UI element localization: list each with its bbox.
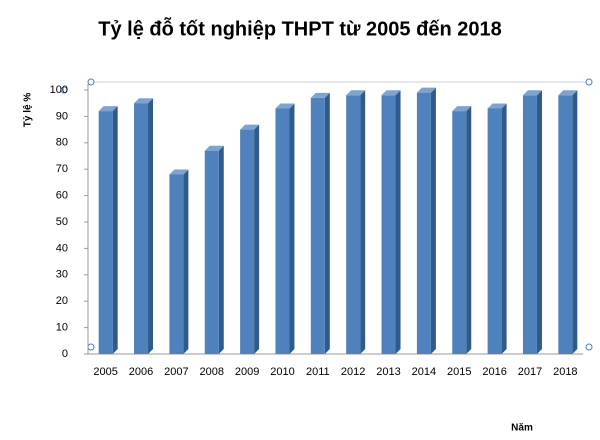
y-tick-label: 0 (62, 348, 68, 360)
x-axis-label: Năm (511, 423, 533, 434)
bar-side (360, 90, 366, 354)
bar-top (275, 103, 295, 109)
bar-side (289, 103, 295, 354)
bar (310, 97, 325, 355)
bar (522, 95, 537, 354)
bar-side (466, 106, 472, 355)
bar (558, 95, 573, 354)
x-tick-label: 2008 (200, 366, 224, 378)
bar-top (487, 103, 507, 109)
x-tick-label: 2016 (482, 366, 506, 378)
bar-top (452, 106, 472, 112)
bar (134, 103, 149, 354)
bar-top (346, 90, 366, 96)
bar (240, 129, 255, 354)
bar-side (218, 145, 224, 354)
bar-top (98, 106, 118, 112)
x-tick-label: 2012 (341, 366, 365, 378)
bar-side (501, 103, 507, 354)
bar-side (112, 106, 118, 355)
y-tick-label: 50 (56, 216, 68, 228)
x-tick-label: 2015 (447, 366, 471, 378)
bar (416, 92, 431, 354)
bar-top (240, 124, 260, 130)
x-tick-label: 2006 (129, 366, 153, 378)
bar (275, 108, 290, 354)
bar-top (134, 98, 154, 104)
bar (169, 174, 184, 354)
bar-side (395, 90, 401, 354)
bar-side (148, 98, 154, 354)
handle (585, 343, 593, 351)
x-tick-label: 2007 (164, 366, 188, 378)
bar-side (430, 87, 436, 354)
y-tick-label: 20 (56, 295, 68, 307)
bar (346, 95, 361, 354)
bar (487, 108, 502, 354)
y-tick-label: 100 (50, 84, 68, 96)
chart-title: Tỷ lệ đỗ tốt nghiệp THPT từ 2005 đến 201… (98, 16, 501, 40)
x-tick-label: 2017 (518, 366, 542, 378)
y-tick-label: 70 (56, 163, 68, 175)
y-tick-label: 30 (56, 269, 68, 281)
handle (60, 86, 68, 94)
bar-side (254, 124, 260, 354)
bar-top (169, 169, 189, 175)
x-tick-label: 2011 (306, 366, 330, 378)
bar-side (536, 90, 542, 354)
bar (452, 111, 467, 355)
y-axis-label: Tỷ lệ % (23, 93, 34, 128)
bar (381, 95, 396, 354)
bar-top (416, 87, 436, 93)
y-tick-label: 40 (56, 242, 68, 254)
handle (87, 343, 95, 351)
x-tick-label: 2009 (235, 366, 259, 378)
x-tick-label: 2010 (270, 366, 294, 378)
bar-top (204, 145, 224, 151)
handle (585, 78, 593, 86)
y-tick-label: 60 (56, 190, 68, 202)
bar (204, 150, 219, 354)
bar-top (310, 92, 330, 98)
x-tick-label: 2014 (412, 366, 436, 378)
x-tick-label: 2018 (553, 366, 577, 378)
y-tick-label: 10 (56, 322, 68, 334)
y-tick-label: 80 (56, 137, 68, 149)
handle (87, 78, 95, 86)
bar-side (183, 169, 189, 354)
bar-top (381, 90, 401, 96)
bar (98, 111, 113, 355)
bar-top (558, 90, 578, 96)
bar-side (572, 90, 578, 354)
bar-top (522, 90, 542, 96)
y-tick-label: 90 (56, 110, 68, 122)
bar-side (324, 92, 330, 355)
x-tick-label: 2005 (93, 366, 117, 378)
x-tick-label: 2013 (376, 366, 400, 378)
